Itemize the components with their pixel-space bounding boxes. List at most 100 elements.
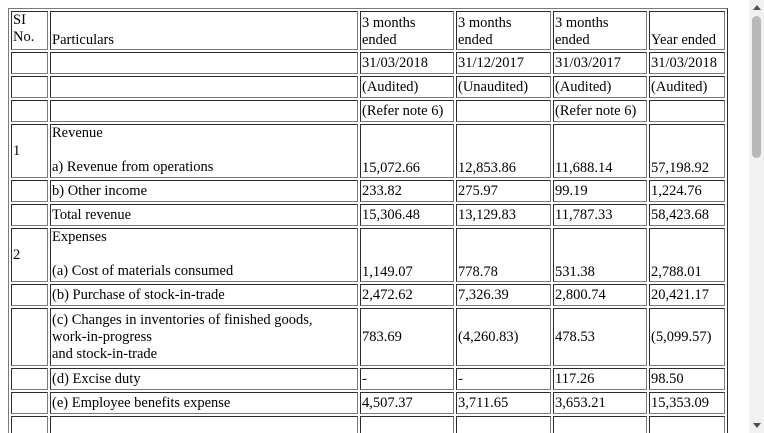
vertical-scrollbar[interactable]	[749, 0, 764, 433]
col1-period-header: 3 months ended	[360, 11, 454, 50]
value-cell: 4,507.37	[360, 392, 454, 414]
row-label: (c) Changes in inventories of finished g…	[50, 308, 358, 366]
col2-period-header: 3 months ended	[456, 11, 551, 50]
value-cell: -	[456, 368, 551, 390]
value-cell: 57,198.92	[649, 124, 725, 178]
col1-period-line2: ended	[362, 32, 397, 48]
col3-period-line1: 3 months	[555, 15, 609, 31]
section-cell: Revenue a) Revenue from operations	[50, 124, 358, 178]
empty-cell	[456, 416, 551, 433]
table-row: (d) Excise duty - - 117.26 98.50	[11, 368, 725, 390]
empty-cell	[11, 392, 48, 414]
value-cell: 99.19	[553, 180, 647, 202]
empty-cell	[11, 416, 48, 433]
col3-period-header: 3 months ended	[553, 11, 647, 50]
row-label: Total revenue	[50, 204, 358, 226]
empty-cell	[649, 416, 725, 433]
section-number: 1	[11, 124, 48, 178]
empty-cell	[11, 284, 48, 306]
empty-cell	[50, 52, 358, 74]
section-title: Revenue	[52, 125, 103, 141]
row-label: (d) Excise duty	[50, 368, 358, 390]
particulars-header: Particulars	[50, 11, 358, 50]
row-label: (e) Employee benefits expense	[50, 392, 358, 414]
table-row: 2 Expenses (a) Cost of materials consume…	[11, 228, 725, 282]
table-row	[11, 416, 725, 433]
value-cell: 2,800.74	[553, 284, 647, 306]
scrollbar-thumb[interactable]	[752, 16, 761, 158]
header-row-date: 31/03/2018 31/12/2017 31/03/2017 31/03/2…	[11, 52, 725, 74]
scroll-up-arrow-icon[interactable]	[749, 0, 764, 15]
value-cell: 3,711.65	[456, 392, 551, 414]
row-label: a) Revenue from operations	[52, 159, 214, 175]
value-cell: 275.97	[456, 180, 551, 202]
value-cell: 1,149.07	[360, 228, 454, 282]
col4-period-header: Year ended	[649, 11, 725, 50]
col1-date: 31/03/2018	[360, 52, 454, 74]
value-cell: (4,260.83)	[456, 308, 551, 366]
col1-period-line1: 3 months	[362, 15, 416, 31]
value-cell: 7,326.39	[456, 284, 551, 306]
table-row: 1 Revenue a) Revenue from operations 15,…	[11, 124, 725, 178]
value-cell: 11,787.33	[553, 204, 647, 226]
empty-cell	[11, 52, 48, 74]
empty-cell	[11, 180, 48, 202]
col2-period-line1: 3 months	[458, 15, 512, 31]
empty-cell	[50, 100, 358, 122]
col4-date: 31/03/2018	[649, 52, 725, 74]
header-row-note: (Refer note 6) (Refer note 6)	[11, 100, 725, 122]
empty-cell	[50, 76, 358, 98]
empty-cell	[11, 368, 48, 390]
value-cell: 58,423.68	[649, 204, 725, 226]
value-cell: 15,353.09	[649, 392, 725, 414]
value-cell: 2,472.62	[360, 284, 454, 306]
value-cell: 15,072.66	[360, 124, 454, 178]
col3-date: 31/03/2017	[553, 52, 647, 74]
value-cell: 233.82	[360, 180, 454, 202]
value-cell: 117.26	[553, 368, 647, 390]
si-no-header: SI No.	[11, 11, 48, 50]
empty-cell	[11, 308, 48, 366]
value-cell: 2,788.01	[649, 228, 725, 282]
row-label: b) Other income	[50, 180, 358, 202]
value-cell: -	[360, 368, 454, 390]
col3-period-line2: ended	[555, 32, 590, 48]
scroll-down-arrow-icon[interactable]	[749, 418, 764, 433]
col1-status: (Audited)	[360, 76, 454, 98]
value-cell: 15,306.48	[360, 204, 454, 226]
table-row: (e) Employee benefits expense 4,507.37 3…	[11, 392, 725, 414]
value-cell: 12,853.86	[456, 124, 551, 178]
row-label: (b) Purchase of stock-in-trade	[50, 284, 358, 306]
empty-cell	[11, 76, 48, 98]
row-label-line: (c) Changes in inventories of finished g…	[52, 311, 313, 328]
col3-note: (Refer note 6)	[553, 100, 647, 122]
value-cell: 13,129.83	[456, 204, 551, 226]
table-row: b) Other income 233.82 275.97 99.19 1,22…	[11, 180, 725, 202]
section-cell: Expenses (a) Cost of materials consumed	[50, 228, 358, 282]
value-cell: 531.38	[553, 228, 647, 282]
col1-note: (Refer note 6)	[360, 100, 454, 122]
header-row-status: (Audited) (Unaudited) (Audited) (Audited…	[11, 76, 725, 98]
section-title: Expenses	[52, 229, 107, 245]
value-cell: 1,224.76	[649, 180, 725, 202]
empty-cell	[11, 204, 48, 226]
col4-status: (Audited)	[649, 76, 725, 98]
col2-date: 31/12/2017	[456, 52, 551, 74]
value-cell: 98.50	[649, 368, 725, 390]
empty-cell	[360, 416, 454, 433]
table-row: (c) Changes in inventories of finished g…	[11, 308, 725, 366]
col2-status: (Unaudited)	[456, 76, 551, 98]
row-label-line: and stock-in-trade	[52, 345, 158, 362]
table-row: Total revenue 15,306.48 13,129.83 11,787…	[11, 204, 725, 226]
value-cell: 778.78	[456, 228, 551, 282]
value-cell: 3,653.21	[553, 392, 647, 414]
value-cell: 20,421.17	[649, 284, 725, 306]
financial-results-table: SI No. Particulars 3 months ended 3 mont…	[8, 8, 728, 433]
row-label-line: work-in-progress	[52, 328, 152, 345]
si-header-line1: SI	[13, 12, 26, 28]
table-row: (b) Purchase of stock-in-trade 2,472.62 …	[11, 284, 725, 306]
empty-cell	[11, 100, 48, 122]
col3-status: (Audited)	[553, 76, 647, 98]
section-number: 2	[11, 228, 48, 282]
